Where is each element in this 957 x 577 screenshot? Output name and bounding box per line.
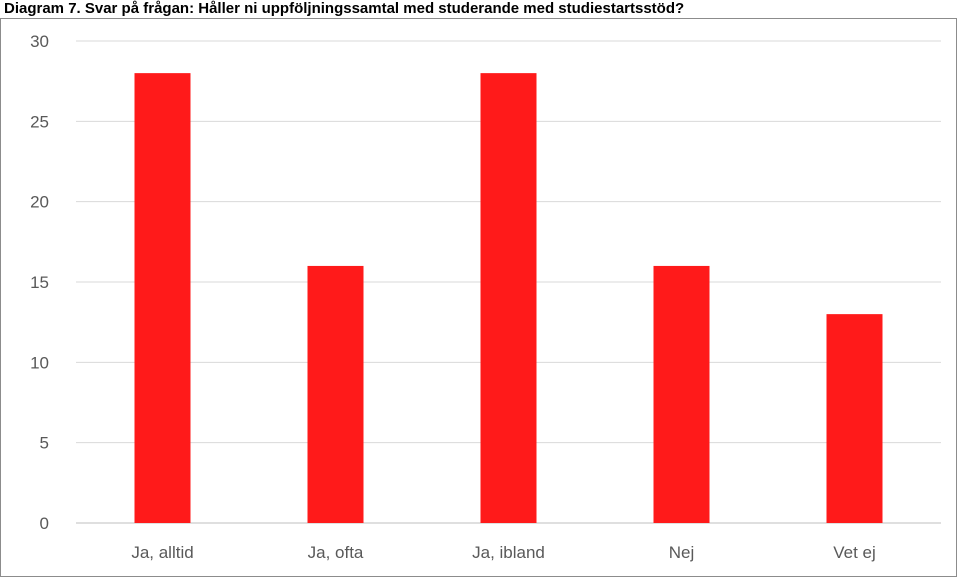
x-category-label: Ja, alltid xyxy=(131,543,193,562)
y-tick-label: 30 xyxy=(30,32,49,51)
bar-ja-ibland xyxy=(480,73,537,523)
bar-ja-ofta xyxy=(307,265,364,523)
y-tick-label: 5 xyxy=(40,434,49,453)
x-category-label: Ja, ibland xyxy=(472,543,545,562)
chart-area: 0 5 10 15 20 25 30 Ja, alltid Ja, ofta Ja, ibland… xyxy=(0,18,957,577)
x-category-label: Nej xyxy=(669,543,695,562)
x-category-label: Vet ej xyxy=(833,543,876,562)
bar-ja-alltid xyxy=(134,73,191,523)
x-category-label: Ja, ofta xyxy=(308,543,364,562)
bar-nej xyxy=(653,265,710,523)
y-tick-label: 10 xyxy=(30,353,49,372)
bar-vet-ej xyxy=(826,314,883,523)
y-tick-label: 15 xyxy=(30,273,49,292)
y-tick-label: 20 xyxy=(30,193,49,212)
y-tick-label: 25 xyxy=(30,112,49,131)
y-tick-label: 0 xyxy=(40,514,49,533)
bar-chart: 0 5 10 15 20 25 30 Ja, alltid Ja, ofta Ja, ibland… xyxy=(30,32,941,562)
chart-title: Diagram 7. Svar på frågan: Håller ni upp… xyxy=(4,0,685,17)
